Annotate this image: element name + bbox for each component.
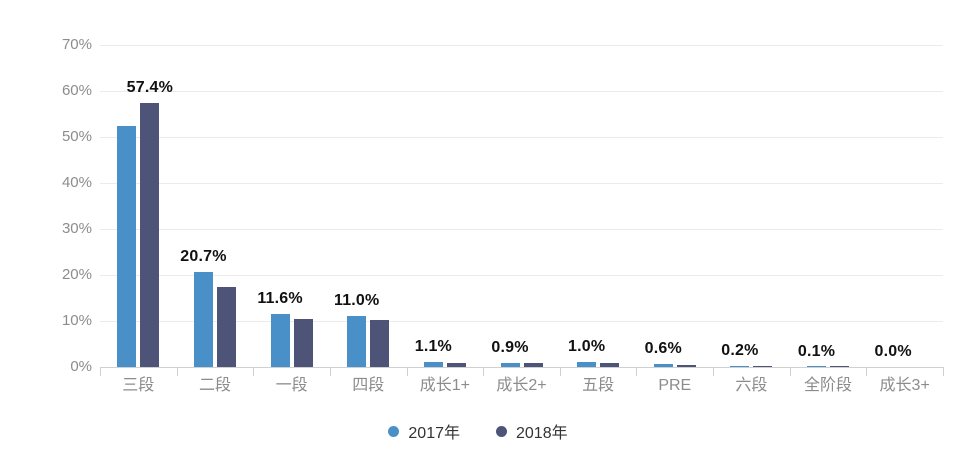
y-axis-tick-label: 20%: [61, 266, 92, 283]
bar-2017年: [424, 362, 443, 367]
bar-2018年: [600, 363, 619, 367]
value-label: 1.0%: [567, 338, 606, 355]
bar-2018年: [677, 365, 696, 367]
value-label: 11.6%: [257, 290, 303, 307]
legend-item-2017年[interactable]: 2017年: [388, 419, 460, 443]
category-label: 成长3+: [879, 377, 930, 394]
y-axis-tick-label: 70%: [61, 36, 92, 53]
gridline: [100, 90, 943, 92]
gridline: [100, 320, 943, 322]
category-label: 二段: [198, 377, 231, 394]
y-axis-tick-label: 10%: [61, 312, 92, 329]
gridline: [100, 182, 943, 184]
bar-2017年: [577, 362, 596, 367]
legend: 2017年 2018年: [0, 419, 956, 443]
x-axis-tick: [866, 367, 867, 376]
bar-2017年: [271, 314, 290, 367]
legend-item-2018年[interactable]: 2018年: [496, 419, 568, 443]
bar-2018年: [370, 320, 389, 367]
bar-2017年: [654, 364, 673, 367]
value-label: 0.6%: [644, 340, 682, 357]
category-label: 全阶段: [804, 377, 853, 394]
x-axis-tick: [330, 367, 331, 376]
bar-2018年: [140, 103, 159, 367]
x-axis-line: [100, 366, 943, 368]
value-label: 11.0%: [333, 292, 380, 309]
category-label: 三段: [122, 377, 155, 394]
bar-2018年: [830, 366, 849, 367]
bar-2018年: [447, 363, 466, 367]
bar-2018年: [217, 287, 236, 367]
category-label: 五段: [582, 377, 615, 394]
y-axis-tick-label: 40%: [61, 174, 92, 191]
x-axis-tick: [177, 367, 178, 376]
bar-2018年: [294, 319, 313, 367]
value-label: 0.9%: [491, 339, 529, 356]
legend-dot-icon: [496, 425, 507, 437]
value-label: 57.4%: [126, 79, 173, 96]
category-label: 成长1+: [419, 377, 470, 394]
y-axis-tick-label: 30%: [61, 220, 92, 237]
bar-2017年: [730, 366, 749, 367]
gridline: [100, 228, 943, 230]
value-label: 0.1%: [797, 343, 836, 360]
legend-label: 2018年: [516, 425, 568, 442]
value-label: 1.1%: [414, 338, 452, 355]
x-axis-tick: [483, 367, 484, 376]
bar-2017年: [501, 363, 520, 367]
x-axis-tick: [790, 367, 791, 376]
x-axis-tick: [560, 367, 561, 376]
gridline: [100, 274, 943, 276]
bar-2017年: [347, 316, 366, 367]
y-axis-tick-label: 50%: [61, 128, 92, 145]
x-axis-tick: [636, 367, 637, 376]
legend-label: 2017年: [408, 425, 460, 442]
bar-2017年: [117, 126, 136, 367]
x-axis-tick: [943, 367, 944, 376]
category-label: 一段: [275, 377, 308, 394]
legend-dot-icon: [388, 425, 400, 437]
bar-2018年: [524, 363, 543, 367]
value-label: 0.0%: [874, 343, 912, 360]
category-label: 六段: [735, 377, 768, 394]
bar-2017年: [807, 366, 826, 367]
x-axis-tick: [100, 367, 101, 376]
bar-2018年: [753, 366, 772, 367]
x-axis-tick: [407, 367, 408, 376]
value-label: 20.7%: [180, 248, 227, 265]
value-label: 0.2%: [721, 342, 759, 359]
gridline: [100, 136, 943, 138]
bar-2017年: [194, 272, 213, 367]
x-axis-tick: [713, 367, 714, 376]
category-label: PRE: [658, 377, 692, 394]
y-axis-tick-label: 0%: [70, 358, 92, 375]
category-label: 成长2+: [496, 377, 547, 394]
gridline: [100, 44, 943, 46]
category-label: 四段: [352, 377, 385, 394]
x-axis-tick: [253, 367, 254, 376]
y-axis-tick-label: 60%: [61, 82, 92, 99]
